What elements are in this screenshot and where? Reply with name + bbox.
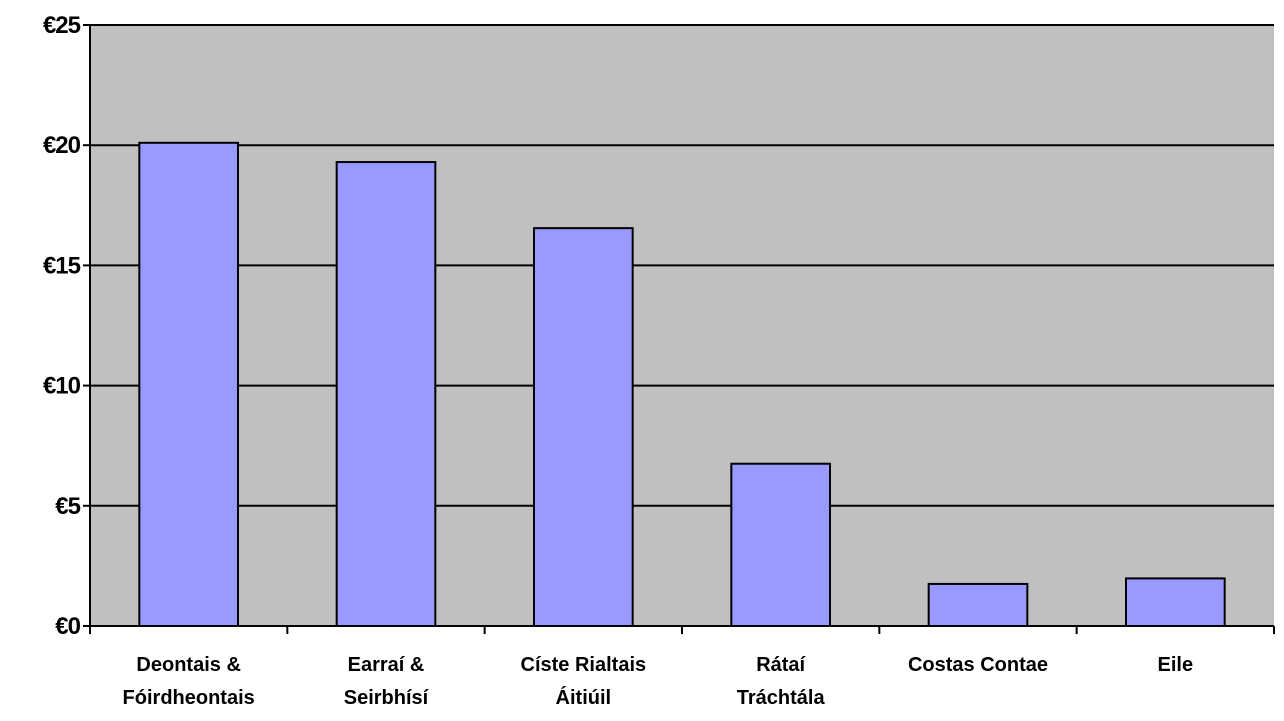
- y-tick-label-2: €10: [43, 373, 81, 400]
- x-axis-ticks: Deontais & Fóirdheontais Earraí & Seirbhísí…: [89, 626, 1275, 709]
- plot-area-background: [90, 25, 1274, 626]
- x-tick-label-5: Eile: [1158, 654, 1194, 676]
- x-tick-label-2: Císte Rialtais Áitiúil: [521, 654, 647, 709]
- x-tick-label-3: Rátaí Tráchtála: [737, 654, 826, 709]
- y-tick-label-5: €25: [43, 12, 81, 39]
- bars: [138, 141, 1226, 628]
- bar-1: [335, 161, 437, 627]
- y-tick-label-0: €0: [55, 613, 80, 640]
- y-tick-label-3: €15: [43, 252, 81, 279]
- x-tick-label-1: Earraí & Seirbhísí: [344, 654, 430, 709]
- bar-3: [730, 462, 831, 628]
- x-tick-label-0: Deontais & Fóirdheontais: [123, 654, 255, 709]
- bar-0: [138, 141, 239, 628]
- bar-2: [533, 227, 634, 627]
- bar-4: [927, 582, 1029, 627]
- y-tick-label-1: €5: [55, 493, 80, 520]
- gridlines: [90, 24, 1274, 507]
- x-tick-label-4: Costas Contae: [908, 654, 1048, 676]
- y-tick-label-4: €20: [43, 132, 81, 159]
- bar-5: [1125, 577, 1226, 628]
- y-axis-ticks: €0 €5 €10 €15 €20 €25: [43, 12, 90, 640]
